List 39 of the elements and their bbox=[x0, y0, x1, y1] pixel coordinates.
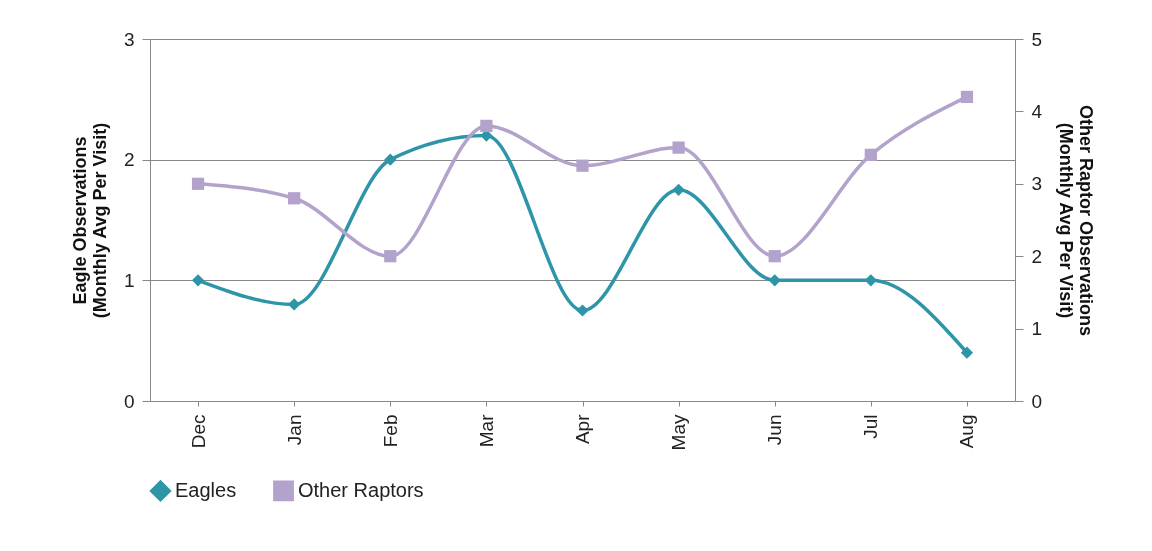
x-tick-label: Jun bbox=[764, 414, 786, 446]
point bbox=[672, 183, 685, 196]
y-axis-title: Eagle Observations (Monthly Avg Per Visit) bbox=[69, 122, 110, 319]
x-tick-label: Jul bbox=[860, 414, 882, 439]
x-tick-label: May bbox=[668, 414, 690, 451]
y-tick-label: 2 bbox=[123, 149, 135, 171]
point bbox=[672, 141, 685, 154]
point bbox=[768, 250, 781, 263]
point bbox=[480, 119, 493, 132]
y2-tick-label: 5 bbox=[1031, 28, 1043, 50]
point bbox=[576, 159, 589, 172]
y-tick-label: 1 bbox=[123, 269, 135, 291]
legend-label: Eagles bbox=[175, 478, 237, 501]
x-tick-label: Aug bbox=[956, 414, 978, 449]
y-tick-label: 0 bbox=[123, 390, 135, 412]
y-tick-label: 3 bbox=[123, 28, 135, 50]
x-tick-label: Dec bbox=[187, 414, 209, 449]
x-tick-label: Feb bbox=[379, 414, 401, 448]
x-tick-label: Apr bbox=[572, 413, 593, 445]
y2-tick-label: 1 bbox=[1031, 318, 1043, 340]
y2-axis-title: Other Raptor Observations (Monthly Avg Per Visit) bbox=[1056, 104, 1097, 337]
y2-tick-label: 2 bbox=[1031, 245, 1043, 267]
point bbox=[960, 90, 974, 104]
point bbox=[864, 148, 877, 161]
point bbox=[576, 304, 589, 317]
x-tick-label: Jan bbox=[283, 414, 305, 446]
point bbox=[288, 298, 301, 311]
point bbox=[191, 274, 205, 287]
y2-tick-label: 4 bbox=[1031, 100, 1043, 122]
point bbox=[288, 192, 301, 205]
point bbox=[384, 250, 397, 263]
point bbox=[960, 346, 974, 359]
point bbox=[768, 274, 781, 287]
legend-label: Other Raptors bbox=[298, 478, 424, 501]
point bbox=[191, 177, 205, 190]
y2-tick-label: 3 bbox=[1031, 173, 1043, 195]
x-tick-label: Mar bbox=[475, 413, 497, 448]
point bbox=[384, 153, 397, 166]
y2-tick-label: 0 bbox=[1031, 390, 1043, 412]
